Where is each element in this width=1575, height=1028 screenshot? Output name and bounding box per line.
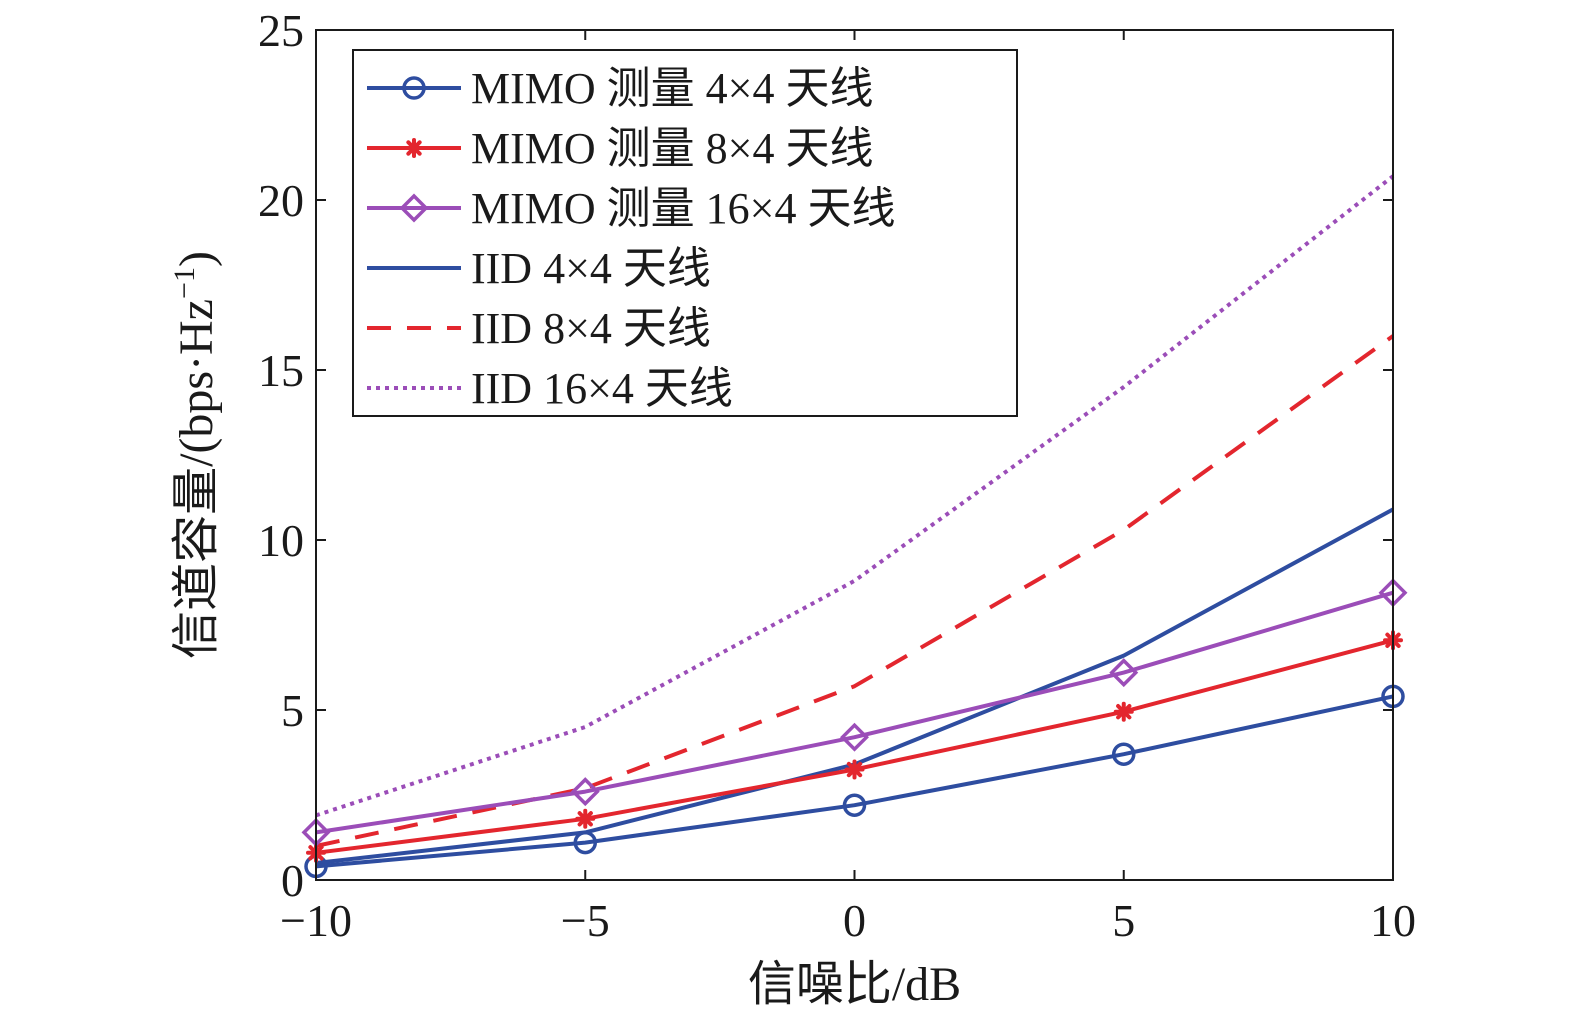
series-6 <box>315 174 1395 818</box>
legend-label: IID 8×4 天线 <box>471 304 711 353</box>
legend-label: IID 4×4 天线 <box>471 244 711 293</box>
series-2 <box>306 630 1403 863</box>
data-point-asterisk <box>575 808 596 829</box>
asterisk-stroke <box>846 761 863 778</box>
legend-box <box>352 49 1018 417</box>
x-tick-label: −10 <box>280 895 352 946</box>
legend-item-6: IID 16×4 天线 <box>367 364 733 413</box>
series-line <box>315 334 1395 848</box>
data-point-circle <box>573 830 597 855</box>
legend-item-3: MIMO 测量 16×4 天线 <box>367 184 896 233</box>
series-line <box>315 694 1394 869</box>
asterisk-stroke <box>406 140 422 156</box>
legend-item-4: IID 4×4 天线 <box>367 244 711 293</box>
y-tick-label: 5 <box>281 685 304 736</box>
y-axis-title-main: 信道容量/(bps·Hz <box>170 299 223 659</box>
y-axis-title-superscript: −1 <box>168 267 201 299</box>
data-point-diamond <box>399 193 429 223</box>
data-point-asterisk <box>1113 701 1134 722</box>
legend-label: MIMO 测量 4×4 天线 <box>471 64 874 113</box>
y-tick-label: 20 <box>258 175 304 226</box>
series-line <box>315 174 1395 818</box>
y-tick-label: 25 <box>258 5 304 56</box>
legend-item-5: IID 8×4 天线 <box>367 304 711 353</box>
legend-item-2: MIMO 测量 8×4 天线 <box>367 124 874 173</box>
data-point-circle <box>1112 742 1136 766</box>
legend: MIMO 测量 4×4 天线 MIMO 测量 8×4 天线 MIMO 测量 16×4… <box>352 49 1018 417</box>
legend-label: MIMO 测量 8×4 天线 <box>471 124 874 173</box>
y-tick-label: 15 <box>258 345 304 396</box>
y-axis-title: 信道容量/(bps·Hz−1) <box>168 251 223 659</box>
x-tick-label: 10 <box>1370 895 1416 946</box>
asterisk-stroke <box>1116 704 1132 720</box>
x-tick-label: 0 <box>843 895 866 946</box>
data-point-asterisk <box>404 138 424 158</box>
y-axis-title-close: ) <box>170 251 223 267</box>
legend-label: IID 16×4 天线 <box>471 364 733 413</box>
data-point-circle <box>842 793 867 817</box>
legend-label: MIMO 测量 16×4 天线 <box>471 184 896 233</box>
data-point-diamond <box>840 722 869 752</box>
data-point-diamond <box>570 777 600 807</box>
data-point-asterisk <box>844 759 865 780</box>
y-tick-label: 10 <box>258 515 304 566</box>
y-tick-label: 0 <box>281 855 304 906</box>
legend-item-1: MIMO 测量 4×4 天线 <box>367 64 874 113</box>
series-line <box>315 590 1394 835</box>
x-tick-label: 5 <box>1112 895 1135 946</box>
x-tick-label: −5 <box>561 895 610 946</box>
series-5 <box>315 334 1395 848</box>
data-point-circle <box>402 76 426 100</box>
data-point-diamond <box>1109 658 1139 688</box>
x-axis-title: 信噪比/dB <box>748 958 961 1011</box>
asterisk-stroke <box>577 811 593 827</box>
tick-layer: −10 −5 0 5 10 0 5 10 15 20 25 <box>258 5 1416 946</box>
